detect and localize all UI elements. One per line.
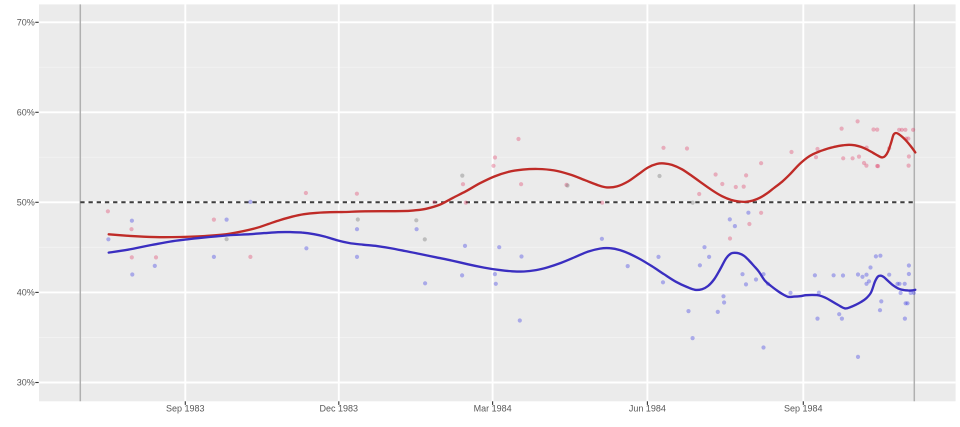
svg-text:Mar 1984: Mar 1984 bbox=[474, 404, 512, 414]
svg-text:Sep 1983: Sep 1983 bbox=[166, 404, 205, 414]
svg-text:70%: 70% bbox=[17, 18, 35, 28]
svg-text:Sep 1984: Sep 1984 bbox=[784, 404, 823, 414]
svg-text:50%: 50% bbox=[17, 198, 35, 208]
svg-text:60%: 60% bbox=[17, 108, 35, 118]
svg-text:40%: 40% bbox=[17, 288, 35, 298]
svg-text:Dec 1983: Dec 1983 bbox=[320, 404, 359, 414]
svg-text:Jun 1984: Jun 1984 bbox=[629, 404, 666, 414]
svg-text:30%: 30% bbox=[17, 378, 35, 388]
